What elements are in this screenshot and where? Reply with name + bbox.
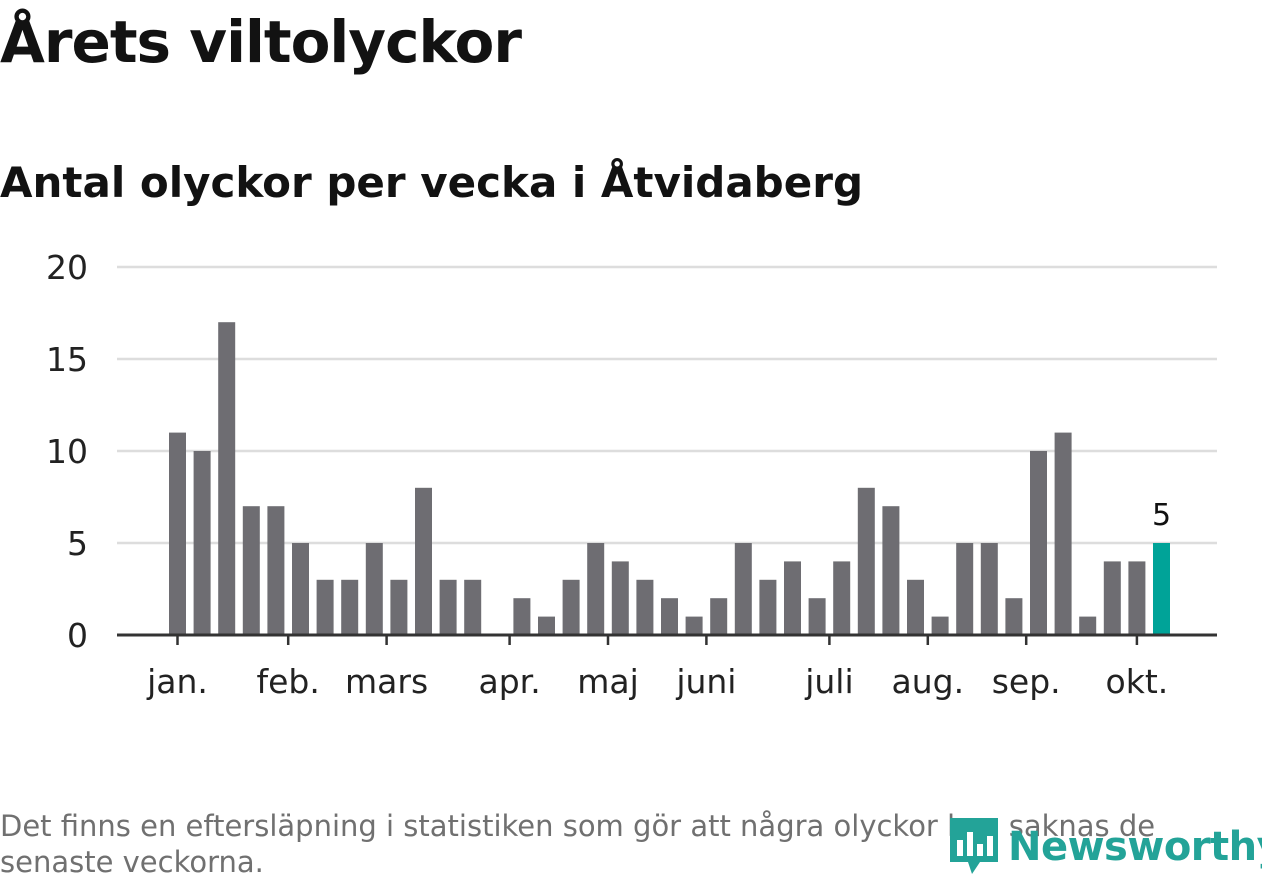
bar-chart: 0 5 10 15 20 jan. feb. mars apr. maj juni juli aug.… (46, 248, 1217, 701)
bar (857, 487, 875, 635)
bar (808, 598, 826, 635)
y-tick-label: 10 (46, 432, 88, 471)
bar (464, 579, 482, 635)
x-tick-label: sep. (992, 662, 1061, 701)
bar-highlighted (1153, 543, 1170, 635)
y-tick-label: 0 (67, 616, 88, 655)
x-tick-label: juli (804, 662, 853, 701)
bars (169, 322, 1170, 635)
bar (661, 598, 678, 635)
data-label: 5 (1152, 498, 1171, 533)
bar (267, 506, 285, 635)
bar (1054, 432, 1072, 635)
x-tick-label: apr. (478, 662, 540, 701)
bar (833, 561, 851, 635)
bar (685, 616, 703, 635)
gridlines (117, 265, 1217, 545)
bar (1103, 561, 1121, 635)
data-labels: 5 (1152, 498, 1171, 533)
bar (1005, 598, 1023, 635)
bar (710, 598, 728, 635)
y-axis-ticks: 0 5 10 15 20 (46, 248, 88, 655)
bar (882, 506, 900, 635)
bar (316, 579, 334, 635)
x-tick-label: juni (675, 662, 736, 701)
bar (292, 543, 309, 635)
y-tick-label: 15 (46, 340, 88, 379)
bar (538, 616, 555, 635)
bar (169, 432, 186, 635)
y-tick-label: 20 (46, 248, 88, 287)
y-tick-label: 5 (67, 524, 88, 563)
newsworthy-logo-text: Newsworthy (1008, 824, 1262, 870)
bar (636, 579, 654, 635)
bar (734, 543, 752, 635)
bar (341, 579, 359, 635)
bar (218, 322, 236, 635)
x-tick-label: maj (577, 662, 639, 701)
bar (759, 579, 777, 635)
x-tick-label: mars (345, 662, 428, 701)
bar (193, 451, 211, 635)
newsworthy-logo-icon (950, 818, 998, 874)
x-tick-label: feb. (257, 662, 320, 701)
bar (439, 579, 457, 635)
newsworthy-logo: Newsworthy (950, 818, 1262, 876)
bar (784, 561, 801, 635)
bar (513, 598, 531, 635)
bar (242, 506, 260, 635)
chart-subtitle: Antal olyckor per vecka i Åtvidaberg (0, 158, 864, 207)
bar (365, 543, 383, 635)
bar (587, 543, 605, 635)
bar (562, 579, 580, 635)
bar (1079, 616, 1097, 635)
bar (1030, 451, 1047, 635)
bar (390, 579, 408, 635)
bar (1128, 561, 1146, 635)
x-tick-label: aug. (892, 662, 965, 701)
x-axis-ticks: jan. feb. mars apr. maj juni juli aug. sep. okt. (146, 635, 1168, 701)
bar (611, 561, 629, 635)
bar (907, 579, 924, 635)
bar (931, 616, 949, 635)
x-tick-label: okt. (1106, 662, 1169, 701)
x-tick-label: jan. (146, 662, 208, 701)
bar (415, 487, 432, 635)
bar (980, 543, 998, 635)
chart-title: Årets viltolyckor (0, 8, 522, 76)
bar (956, 543, 974, 635)
